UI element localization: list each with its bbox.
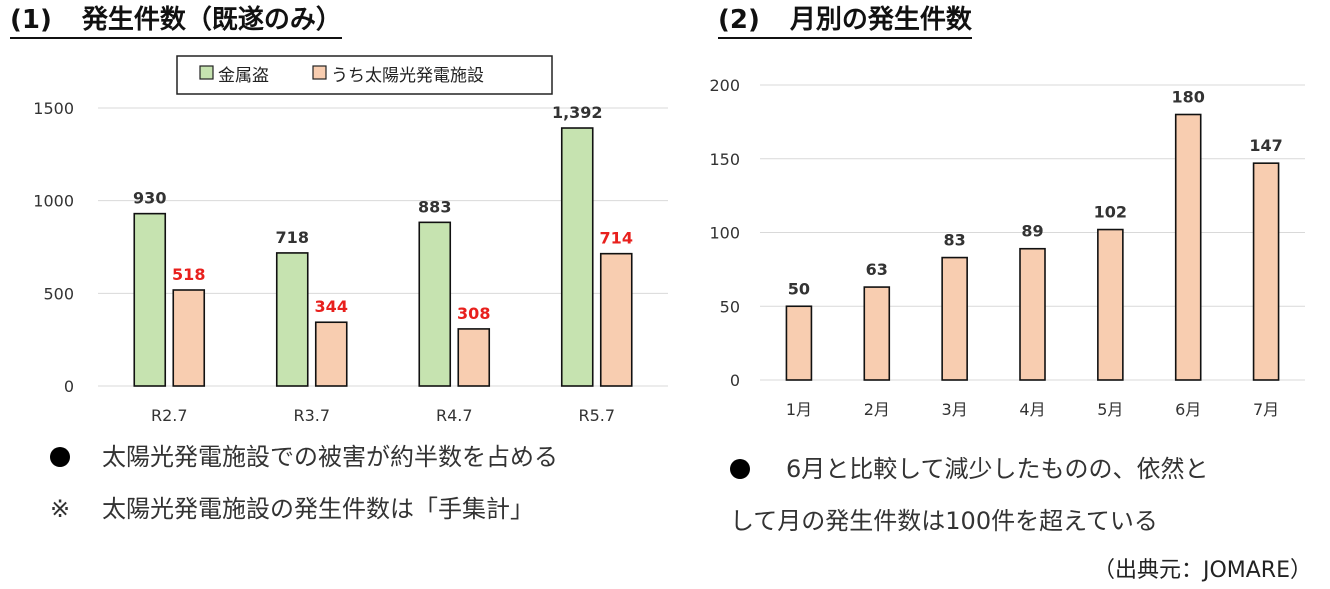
bar-metal-theft	[133, 212, 167, 387]
x-tick-label: 2月	[864, 400, 890, 419]
data-label: 714	[600, 229, 633, 248]
x-tick-label: R2.7	[151, 406, 188, 425]
bar-month	[1174, 113, 1202, 381]
data-label: 83	[944, 231, 966, 250]
legend-label-solar: うち太陽光発電施設	[331, 66, 484, 86]
legend-label-metal-theft: 金属盗	[218, 66, 269, 86]
bar-metal-theft	[275, 252, 309, 387]
bullet-icon	[50, 442, 102, 472]
x-tick-label: R5.7	[578, 406, 615, 425]
bar-month	[785, 305, 813, 381]
data-label: 102	[1094, 203, 1127, 222]
bar-solar	[599, 252, 633, 387]
data-label: 50	[788, 279, 810, 298]
bar-month	[1019, 247, 1046, 381]
bar-metal-theft	[418, 221, 452, 387]
data-label: 1,392	[552, 103, 603, 122]
data-label: 930	[133, 189, 166, 208]
chart1-title: (1) 発生件数（既遂のみ）	[10, 4, 342, 39]
note-left-1-text: 太陽光発電施設での被害が約半数を占める	[102, 443, 558, 471]
source-credit: （出典元：JOMARE）	[1092, 558, 1312, 583]
y-tick-label: 500	[43, 284, 74, 303]
y-tick-label: 1000	[33, 192, 74, 211]
bar-month	[941, 256, 968, 381]
x-tick-label: 1月	[786, 400, 812, 419]
x-tick-label: 5月	[1097, 400, 1123, 419]
bullet-icon	[730, 454, 786, 484]
y-tick-label: 0	[730, 371, 740, 390]
chart2-title: (2) 月別の発生件数	[718, 4, 972, 39]
note-left-2-text: 太陽光発電施設の発生件数は「手集計」	[102, 495, 534, 523]
legend-box	[176, 55, 553, 95]
x-tick-label: 4月	[1019, 400, 1045, 419]
x-tick-label: 7月	[1253, 400, 1279, 419]
data-label: 63	[866, 260, 888, 279]
chart1-title-number: (1)	[10, 5, 52, 35]
chart2-title-text: 月別の発生件数	[789, 5, 972, 35]
data-label: 883	[418, 197, 451, 216]
bar-month	[1097, 228, 1124, 381]
data-label: 147	[1249, 136, 1282, 155]
note-left-2: ※ 太陽光発電施設の発生件数は「手集計」	[50, 494, 534, 524]
chart2-title-number: (2)	[718, 5, 760, 35]
legend-swatch-metal-theft	[199, 65, 214, 80]
data-label: 718	[276, 228, 309, 247]
data-label: 344	[315, 297, 348, 316]
bar-solar	[457, 328, 491, 387]
y-tick-label: 50	[720, 297, 740, 316]
note-right-2: して月の発生件数は100件を超えている	[730, 506, 1158, 536]
y-tick-label: 150	[709, 150, 740, 169]
note-right-line2: して月の発生件数は100件を超えている	[730, 507, 1158, 535]
y-tick-label: 0	[64, 377, 74, 396]
y-tick-label: 100	[709, 224, 740, 243]
x-tick-label: 6月	[1175, 400, 1201, 419]
note-right-1: 6月と比較して減少したものの、依然と	[730, 454, 1209, 484]
x-tick-label: R4.7	[436, 406, 473, 425]
data-label: 518	[172, 265, 205, 284]
data-label: 308	[457, 304, 490, 323]
bar-month	[863, 286, 891, 381]
note-right-line1: 6月と比較して減少したものの、依然と	[786, 455, 1209, 483]
bar-metal-theft	[560, 127, 594, 387]
bar-solar	[172, 289, 206, 387]
bar-solar	[314, 321, 348, 387]
y-tick-label: 1500	[33, 99, 74, 118]
data-label: 89	[1021, 222, 1043, 241]
x-tick-label: R3.7	[293, 406, 330, 425]
legend-swatch-solar	[312, 65, 327, 80]
data-label: 180	[1172, 88, 1205, 107]
y-tick-label: 200	[709, 76, 740, 95]
note-left-1: 太陽光発電施設での被害が約半数を占める	[50, 442, 558, 472]
bar-month	[1252, 162, 1280, 381]
chart1-title-text: 発生件数（既遂のみ）	[81, 5, 342, 35]
x-tick-label: 3月	[942, 400, 968, 419]
note-left-2-mark: ※	[50, 495, 71, 523]
